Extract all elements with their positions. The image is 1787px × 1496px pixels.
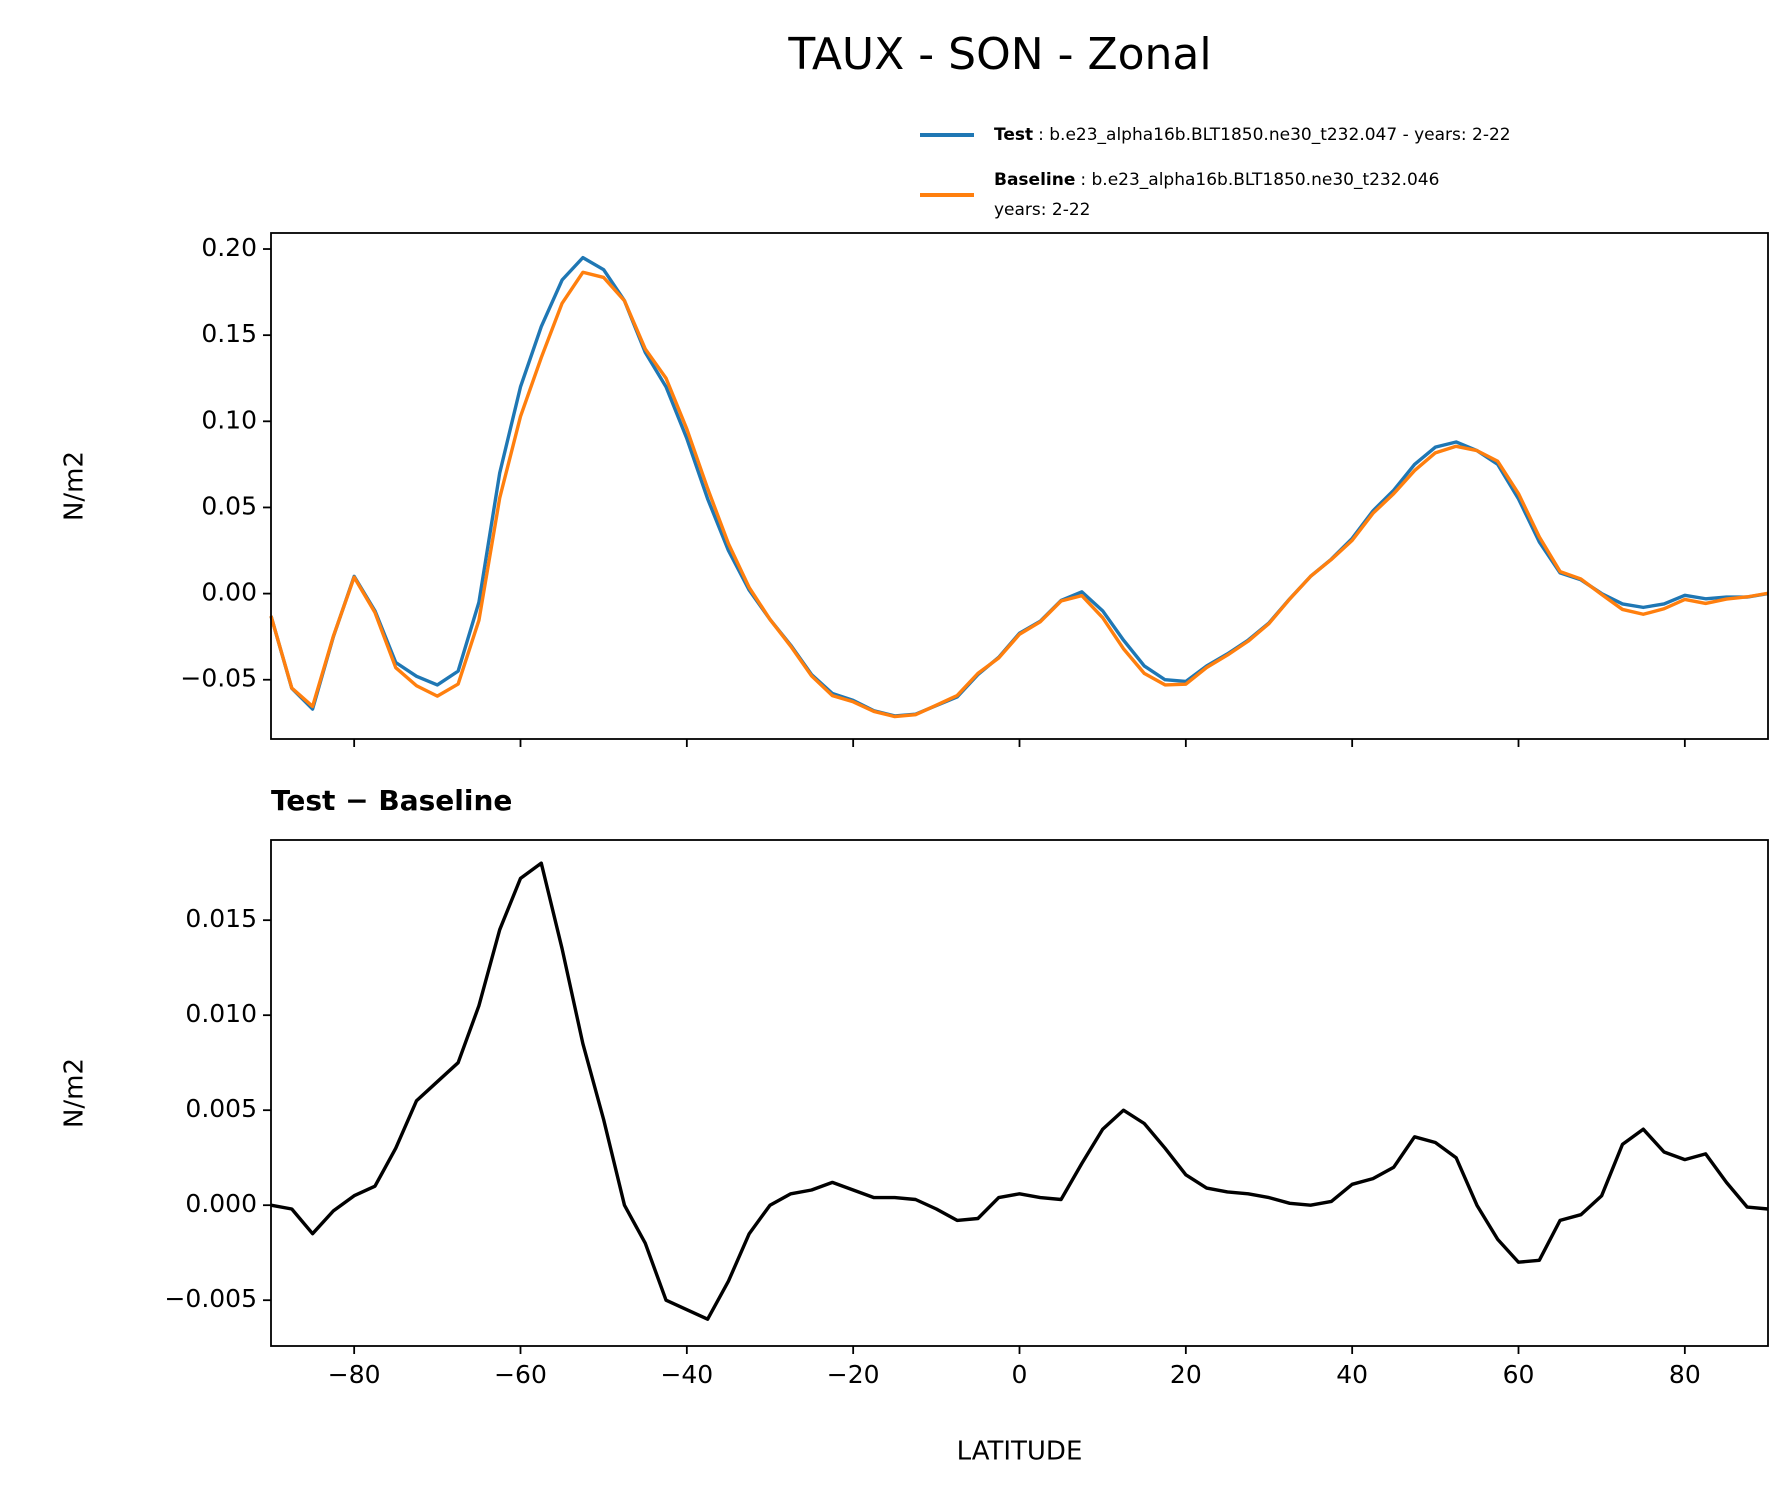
axes-frame bbox=[270, 232, 1769, 740]
x-tick-label: −80 bbox=[328, 1360, 381, 1389]
x-tick-label: 60 bbox=[1503, 1360, 1535, 1389]
x-tick-label: −40 bbox=[660, 1360, 713, 1389]
y-axis-label: N/m2 bbox=[60, 1058, 90, 1128]
legend-label: Test: b.e23_alpha16b.BLT1850.ne30_t232.0… bbox=[994, 125, 1511, 145]
legend-description: : b.e23_alpha16b.BLT1850.ne30_t232.046 bbox=[1080, 170, 1439, 190]
x-tick-label: −60 bbox=[494, 1360, 547, 1389]
legend-name: Test bbox=[994, 125, 1033, 145]
y-tick-label: 0.00 bbox=[201, 578, 257, 607]
x-tick-label: 20 bbox=[1170, 1360, 1202, 1389]
y-tick-label: 0.15 bbox=[201, 319, 257, 348]
y-tick-label: 0.005 bbox=[185, 1094, 257, 1123]
y-tick-label: −0.05 bbox=[180, 664, 257, 693]
y-axis-label: N/m2 bbox=[60, 451, 90, 521]
y-tick-label: −0.005 bbox=[164, 1284, 257, 1313]
data-line bbox=[270, 861, 1769, 1321]
y-tick-label: 0.000 bbox=[185, 1189, 257, 1218]
x-tick-label: 80 bbox=[1669, 1360, 1701, 1389]
data-line bbox=[269, 255, 1769, 718]
x-tick-label: 0 bbox=[1012, 1360, 1028, 1389]
legend-description: : b.e23_alpha16b.BLT1850.ne30_t232.047 -… bbox=[1038, 125, 1510, 145]
panel-title: Test − Baseline bbox=[271, 784, 512, 817]
legend-name: Baseline bbox=[994, 170, 1075, 190]
x-axis-label: LATITUDE bbox=[957, 1437, 1083, 1467]
legend-description: years: 2-22 bbox=[994, 200, 1091, 220]
x-tick-label: −20 bbox=[827, 1360, 880, 1389]
chart-title: TAUX - SON - Zonal bbox=[787, 29, 1211, 80]
legend-label: Baseline: b.e23_alpha16b.BLT1850.ne30_t2… bbox=[994, 170, 1439, 190]
y-tick-label: 0.05 bbox=[201, 491, 257, 520]
x-tick-label: 40 bbox=[1336, 1360, 1368, 1389]
y-tick-label: 0.010 bbox=[185, 999, 257, 1028]
data-line bbox=[269, 270, 1769, 719]
axes-frame bbox=[270, 839, 1769, 1347]
y-tick-label: 0.10 bbox=[201, 405, 257, 434]
y-tick-label: 0.015 bbox=[185, 904, 257, 933]
y-tick-label: 0.20 bbox=[201, 233, 257, 262]
